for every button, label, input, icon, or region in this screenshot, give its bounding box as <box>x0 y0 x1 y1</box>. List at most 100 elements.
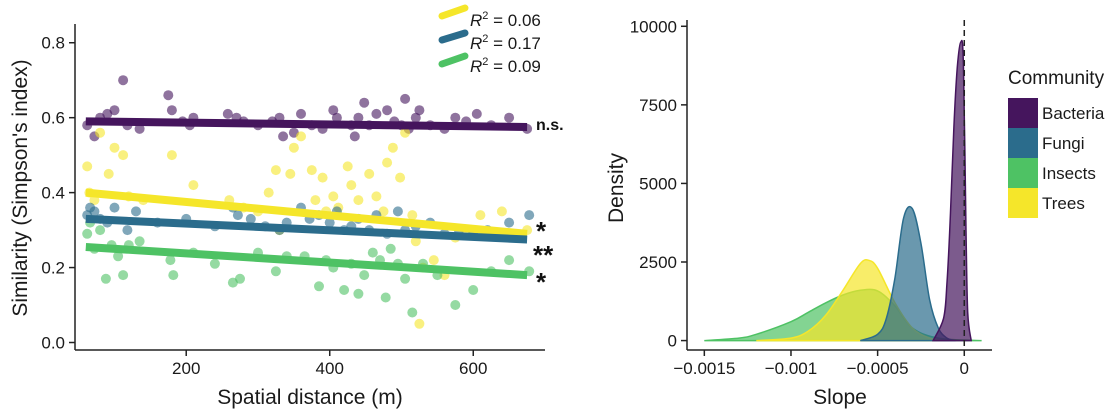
scatter-point-bacteria <box>353 112 364 123</box>
density-y-tick-label: 5000 <box>639 174 677 193</box>
scatter-point-bacteria <box>328 105 339 116</box>
scatter-point-trees <box>166 150 177 161</box>
scatter-point-trees <box>270 165 281 176</box>
scatter-point-trees <box>475 210 486 221</box>
legend-swatch-trees <box>1008 188 1038 218</box>
scatter-point-insects <box>165 255 176 266</box>
density-y-ticks: 0 2500 5000 7500 10000 <box>630 17 687 351</box>
scatter-point-fungi <box>232 210 243 221</box>
scatter-y-tick-label: 0.2 <box>41 259 65 278</box>
scatter-point-trees <box>317 172 328 183</box>
density-y-tick-label: 0 <box>668 332 677 351</box>
legend-swatch-fungi <box>1008 128 1038 158</box>
scatter-point-trees <box>428 255 439 266</box>
scatter-point-fungi <box>324 217 335 228</box>
r2-label-fungi: R2 = 0.17 <box>470 33 541 53</box>
scatter-point-fungi <box>504 217 515 228</box>
scatter-point-insects <box>450 300 461 310</box>
scatter-point-trees <box>410 236 421 247</box>
scatter-point-insects <box>407 307 418 318</box>
trend-line-bacteria <box>85 117 528 131</box>
scatter-point-bacteria <box>109 105 120 116</box>
density-x-tick-label: −0.0005 <box>847 359 909 378</box>
scatter-point-trees <box>346 180 357 191</box>
scatter-y-tick-label: 0.4 <box>41 184 65 203</box>
scatter-point-bacteria <box>382 105 393 116</box>
scatter-x-tick-label: 600 <box>459 359 487 378</box>
trend-line-fungi <box>85 214 528 244</box>
scatter-x-tick-label: 200 <box>172 359 200 378</box>
scatter-point-bacteria <box>118 75 129 86</box>
scatter-panel: 0.0 0.2 0.4 0.6 0.8 200 400 600 Spatial distan… <box>9 4 564 409</box>
scatter-point-trees <box>118 150 129 161</box>
scatter-point-bacteria <box>222 108 233 119</box>
scatter-point-insects <box>100 273 111 284</box>
scatter-point-trees <box>407 210 418 221</box>
legend-label-fungi: Fungi <box>1042 134 1085 153</box>
scatter-point-trees <box>188 180 199 191</box>
legend-title: Community <box>1008 68 1105 89</box>
scatter-point-trees <box>371 191 382 202</box>
scatter-point-fungi <box>122 225 133 236</box>
scatter-y-tick-label: 0.6 <box>41 109 65 128</box>
scatter-point-bacteria <box>371 108 382 119</box>
r2-legend: R2 = 0.06 R2 = 0.17 R2 = 0.09 <box>438 4 541 76</box>
scatter-point-trees <box>310 195 321 206</box>
trend-line-trees <box>85 188 528 238</box>
scatter-point-trees <box>342 161 353 172</box>
density-x-tick-label: 0 <box>960 359 969 378</box>
scatter-point-trees <box>263 187 274 198</box>
scatter-point-bacteria <box>163 90 174 101</box>
scatter-point-bacteria <box>278 131 289 142</box>
significance-trees: * <box>536 216 547 246</box>
density-y-tick-label: 7500 <box>639 96 677 115</box>
scatter-point-insects <box>339 285 350 295</box>
scatter-point-trees <box>306 165 317 176</box>
density-panel: 0 2500 5000 7500 10000 −0.0015 −0.001 −0.0005 0… <box>605 17 1105 409</box>
density-x-tick-label: −0.0015 <box>673 359 735 378</box>
scatter-y-axis-title: Similarity (Simpson's index) <box>9 59 32 316</box>
scatter-point-trees <box>382 157 393 168</box>
scatter-point-trees <box>82 161 93 172</box>
scatter-point-trees <box>296 131 306 142</box>
scatter-point-insects <box>95 225 106 236</box>
scatter-y-ticks: 0.0 0.2 0.4 0.6 0.8 <box>41 34 75 353</box>
legend-label-trees: Trees <box>1042 194 1085 213</box>
legend-label-bacteria: Bacteria <box>1042 104 1105 123</box>
scatter-x-tick-label: 400 <box>316 359 344 378</box>
scatter-point-trees <box>364 168 375 179</box>
scatter-point-bacteria <box>166 105 177 116</box>
scatter-point-fungi <box>109 202 120 213</box>
scatter-point-fungi <box>524 210 535 221</box>
scatter-point-bacteria <box>410 112 421 123</box>
scatter-y-tick-label: 0.8 <box>41 34 65 53</box>
scatter-point-trees <box>414 318 425 329</box>
scatter-point-trees <box>95 127 106 138</box>
scatter-point-bacteria <box>134 123 145 134</box>
scatter-point-insects <box>504 255 515 266</box>
scatter-trend-layer <box>85 117 528 280</box>
r2-label-insects: R2 = 0.09 <box>470 56 541 76</box>
scatter-point-trees <box>103 168 114 179</box>
scatter-point-insects <box>314 281 324 292</box>
scatter-x-ticks: 200 400 600 <box>172 350 487 378</box>
significance-insects: * <box>536 267 547 297</box>
scatter-point-bacteria <box>504 112 515 123</box>
density-x-ticks: −0.0015 −0.001 −0.0005 0 <box>673 350 969 378</box>
scatter-point-insects <box>380 292 391 303</box>
scatter-point-bacteria <box>400 93 411 104</box>
scatter-point-insects <box>82 228 93 239</box>
scatter-point-fungi <box>392 206 403 217</box>
r2-swatch-insects <box>438 52 469 68</box>
scatter-point-trees <box>288 142 299 153</box>
density-y-axis-title: Density <box>605 152 628 223</box>
scatter-point-trees <box>395 172 406 183</box>
scatter-point-insects <box>353 288 364 299</box>
scatter-point-insects <box>359 270 370 281</box>
scatter-point-trees <box>109 142 120 153</box>
scatter-point-insects <box>113 251 124 262</box>
scatter-point-trees <box>353 195 364 206</box>
density-x-axis-title: Slope <box>813 386 867 409</box>
trend-line-insects <box>85 243 528 280</box>
